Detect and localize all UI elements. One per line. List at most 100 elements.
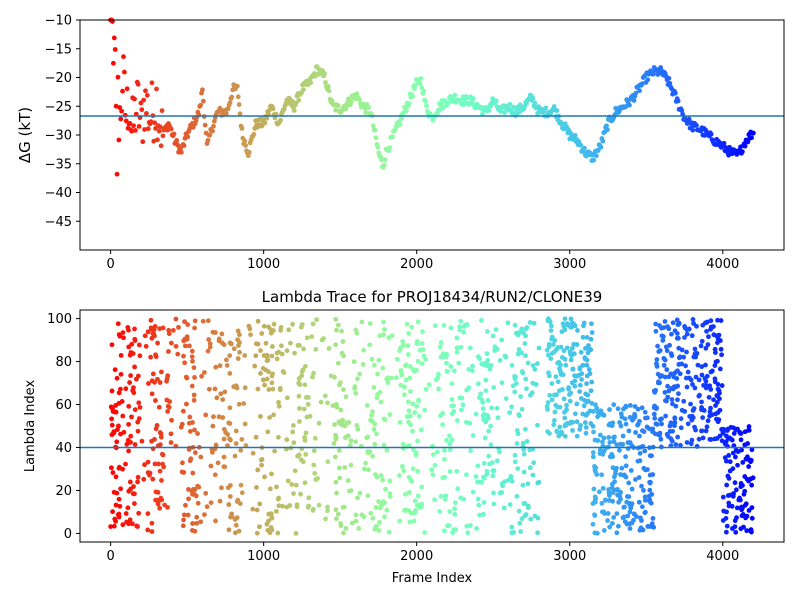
lambda-point — [606, 487, 612, 492]
lambda-point — [571, 321, 577, 327]
lambda-point — [360, 362, 366, 367]
lambda-point — [495, 415, 501, 421]
lambda-point — [485, 398, 491, 403]
lambda-point — [290, 321, 295, 327]
lambda-point — [200, 318, 206, 324]
y-tick-label: 100 — [47, 312, 72, 327]
delta-g-point — [480, 111, 485, 117]
y-tick-label: −35 — [45, 157, 72, 172]
lambda-point — [697, 392, 702, 398]
lambda-point — [699, 364, 705, 370]
lambda-point — [153, 489, 159, 495]
delta-g-point — [507, 101, 513, 107]
lambda-point — [377, 519, 383, 525]
lambda-point — [625, 513, 631, 519]
lambda-point — [488, 442, 494, 448]
delta-g-point — [382, 157, 388, 163]
lambda-point — [239, 437, 245, 442]
lambda-point — [233, 428, 239, 434]
lambda-point — [185, 322, 191, 327]
lambda-point — [650, 472, 656, 477]
delta-g-point — [413, 82, 418, 88]
lambda-point — [157, 430, 163, 435]
lambda-point — [438, 340, 444, 345]
lambda-point — [118, 371, 124, 377]
lambda-point — [715, 410, 721, 415]
lambda-point — [581, 403, 587, 409]
lambda-point — [516, 347, 522, 352]
delta-g-y-axis-label: ΔG (kT) — [16, 107, 34, 163]
lambda-point — [661, 362, 667, 368]
lambda-point — [126, 521, 132, 527]
delta-g-point — [242, 138, 248, 144]
lambda-point — [652, 415, 658, 421]
lambda-point — [294, 502, 300, 508]
lambda-point — [120, 522, 126, 528]
delta-g-point — [124, 86, 130, 92]
delta-g-point — [237, 111, 243, 117]
lambda-point — [389, 333, 395, 339]
lambda-point — [354, 422, 360, 428]
lambda-point — [477, 356, 483, 362]
lambda-point — [136, 510, 142, 516]
delta-g-point — [154, 86, 159, 92]
lambda-point — [639, 483, 644, 489]
lambda-point — [442, 456, 447, 462]
lambda-point — [190, 521, 196, 526]
lambda-point — [401, 468, 407, 474]
delta-g-point — [235, 94, 241, 100]
lambda-point — [422, 530, 428, 535]
lambda-point — [303, 430, 309, 436]
lambda-point — [206, 337, 212, 342]
lambda-point — [561, 396, 567, 402]
lambda-point — [549, 381, 555, 386]
lambda-point — [269, 515, 275, 521]
lambda-point — [207, 341, 213, 347]
lambda-point — [617, 420, 623, 425]
lambda-point — [192, 427, 197, 433]
lambda-point — [338, 521, 344, 526]
delta-g-point — [168, 126, 174, 132]
delta-g-point — [144, 92, 150, 98]
lambda-point — [663, 413, 669, 419]
lambda-point — [382, 326, 387, 332]
lambda-point — [443, 493, 449, 499]
lambda-point — [545, 352, 551, 358]
delta-g-point — [296, 97, 302, 103]
delta-g-point — [117, 105, 123, 110]
lambda-point — [683, 375, 689, 381]
lambda-point — [556, 433, 562, 439]
lambda-point — [179, 421, 185, 427]
lambda-point — [152, 324, 158, 329]
lambda-point — [686, 326, 692, 332]
delta-g-point — [412, 86, 417, 92]
lambda-point — [233, 441, 239, 446]
lambda-point — [432, 462, 438, 468]
delta-g-point — [155, 137, 160, 143]
lambda-point — [468, 448, 473, 454]
lambda-point — [572, 383, 578, 389]
lambda-point — [132, 326, 137, 332]
lambda-point — [224, 363, 230, 368]
lambda-point — [410, 428, 415, 434]
lambda-point — [341, 530, 346, 536]
delta-g-point — [373, 135, 379, 141]
lambda-point — [521, 469, 527, 475]
lambda-point — [699, 428, 705, 434]
lambda-point — [653, 321, 659, 327]
lambda-point — [340, 339, 346, 344]
lambda-point — [612, 479, 618, 485]
lambda-point — [401, 392, 407, 398]
lambda-point — [627, 526, 633, 531]
delta-g-point — [595, 148, 601, 153]
lambda-point — [201, 370, 207, 375]
lambda-point — [340, 422, 346, 428]
lambda-point — [575, 328, 580, 333]
lambda-point — [724, 509, 729, 515]
lambda-point — [136, 416, 142, 421]
lambda-point — [614, 530, 620, 536]
lambda-point — [555, 379, 561, 385]
lambda-point — [322, 393, 328, 399]
lambda-point — [297, 406, 302, 411]
lambda-point — [519, 369, 525, 374]
